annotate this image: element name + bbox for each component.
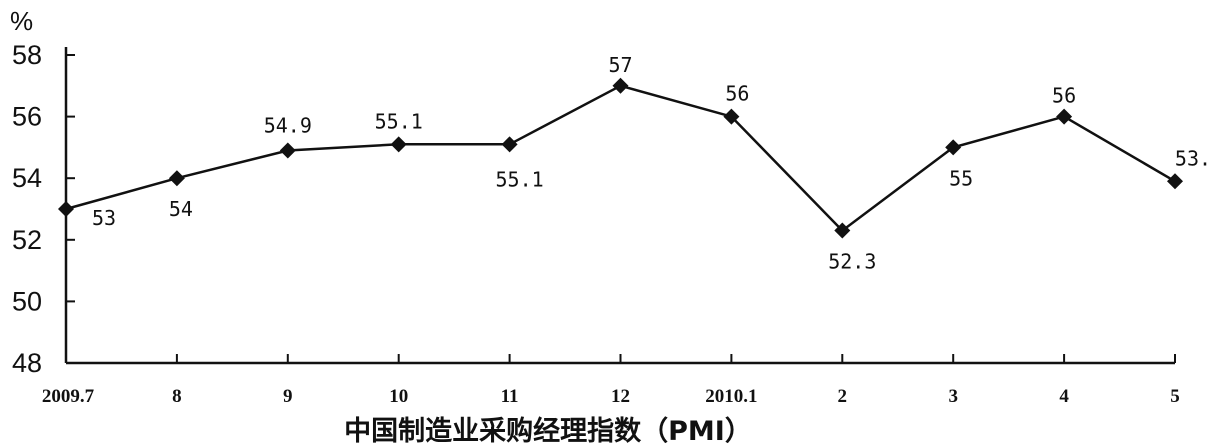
data-label: 55 xyxy=(949,166,973,190)
x-axis-ticks: 2009.7 8 9 10 11 12 2010.1 2 3 4 5 xyxy=(42,354,1180,407)
data-label: 52.3 xyxy=(828,250,876,274)
x-tick-label: 5 xyxy=(1170,386,1180,407)
data-label: 54.9 xyxy=(264,113,312,137)
data-point xyxy=(501,136,518,153)
data-point xyxy=(723,108,740,125)
y-tick-label: 54 xyxy=(12,163,42,193)
x-tick-label: 10 xyxy=(389,386,408,407)
data-point xyxy=(1056,108,1073,125)
data-label: 55.1 xyxy=(496,167,544,191)
x-tick-label: 11 xyxy=(501,386,519,407)
x-tick-label: 9 xyxy=(283,386,293,407)
x-tick-label: 2010.1 xyxy=(705,386,757,407)
data-label: 53 xyxy=(92,206,116,230)
data-label: 57 xyxy=(608,53,632,77)
x-tick-label: 4 xyxy=(1059,386,1069,407)
x-tick-label: 8 xyxy=(172,386,182,407)
data-label: 55.1 xyxy=(375,109,423,133)
x-tick-label: 2009.7 xyxy=(42,386,95,407)
data-label: 54 xyxy=(169,197,193,221)
y-tick-label: 50 xyxy=(12,286,42,316)
x-tick-label: 12 xyxy=(611,386,630,407)
y-tick-label: 56 xyxy=(12,102,42,132)
data-point xyxy=(279,142,296,159)
chart-title: 中国制造业采购经理指数（PMI） xyxy=(344,415,752,447)
data-point xyxy=(1167,173,1183,190)
x-tick-label: 3 xyxy=(948,386,958,407)
y-axis-ticks: 58 56 54 52 50 48 xyxy=(12,40,75,378)
data-label: 56 xyxy=(725,82,749,106)
data-label: 53.9 xyxy=(1175,146,1212,170)
data-point xyxy=(945,139,962,156)
data-markers xyxy=(58,77,1183,239)
data-point xyxy=(834,222,851,239)
pmi-series-line xyxy=(65,84,1176,233)
x-tick-label: 2 xyxy=(838,386,848,407)
data-labels: 53 54 54.9 55.1 55.1 57 56 52.3 55 56 53.9 xyxy=(92,53,1212,274)
y-tick-label: 48 xyxy=(12,348,42,378)
data-point xyxy=(390,136,407,153)
axes xyxy=(64,47,1175,365)
y-unit-label: % xyxy=(10,6,33,36)
data-point xyxy=(168,170,185,187)
data-point xyxy=(58,201,74,217)
data-point xyxy=(612,77,629,94)
y-tick-label: 58 xyxy=(12,40,42,70)
data-label: 56 xyxy=(1052,84,1076,108)
y-tick-label: 52 xyxy=(12,225,42,255)
